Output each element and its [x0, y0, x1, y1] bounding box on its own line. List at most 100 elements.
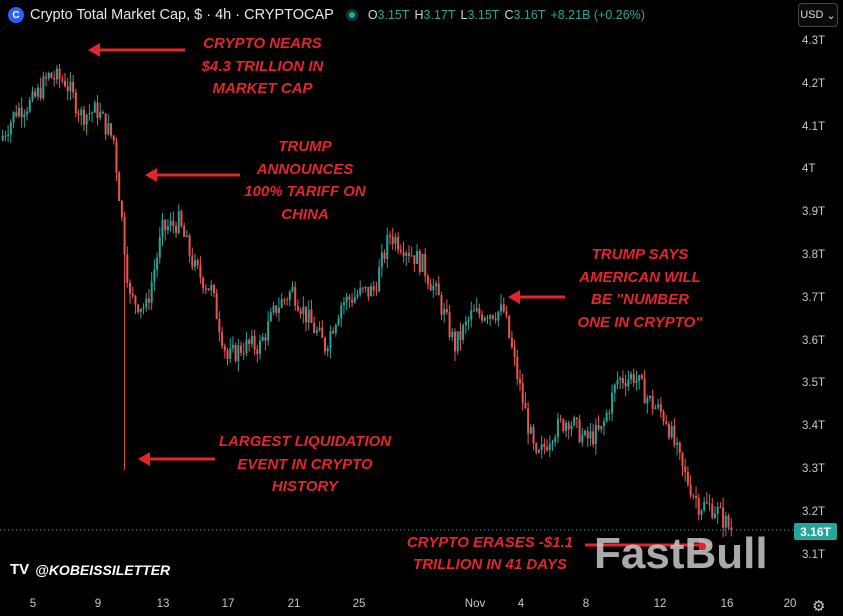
candle-body — [489, 315, 492, 319]
x-tick-label: 17 — [221, 598, 235, 610]
candle-body — [383, 252, 386, 259]
candle-body — [250, 336, 253, 345]
candle-body — [210, 285, 213, 291]
candle-body — [586, 431, 589, 439]
candle-body — [649, 396, 651, 398]
candle-body — [1, 135, 4, 141]
candle-body — [391, 236, 394, 244]
candle-body — [516, 356, 519, 379]
candle-body — [705, 502, 708, 504]
candle-body — [234, 344, 237, 362]
candle-body — [85, 114, 88, 125]
candle-body — [188, 235, 191, 256]
candle-body — [440, 295, 443, 315]
candle-body — [435, 283, 438, 287]
credit-handle: @KOBEISSILETTER — [35, 561, 171, 578]
candle-body — [359, 287, 362, 295]
candle-body — [719, 507, 722, 509]
candle-body — [621, 377, 624, 384]
candle-body — [307, 309, 310, 323]
annotation-near-4-3t: CRYPTO NEARS $4.3 TRILLION IN MARKET CAP — [201, 35, 324, 97]
candle-body — [245, 339, 248, 354]
annotation-tariff: TRUMP ANNOUNCES 100% TARIFF ON CHINA — [244, 138, 366, 223]
candle-body — [486, 317, 489, 319]
candle-body — [229, 348, 232, 359]
candle-body — [500, 304, 503, 312]
arrow-number-one-head — [508, 290, 520, 304]
candle-body — [77, 113, 80, 116]
candle-body — [12, 112, 15, 123]
y-tick-label: 3.5T — [802, 377, 826, 390]
candle-body — [416, 250, 419, 264]
candle-body — [134, 295, 137, 305]
candle-body — [367, 286, 370, 297]
candle-body — [342, 302, 345, 305]
candle-body — [310, 309, 313, 323]
candle-body — [654, 407, 657, 409]
candle-body — [66, 86, 69, 92]
candle-body — [407, 252, 410, 256]
candle-body — [275, 305, 278, 313]
candle-body — [716, 507, 719, 514]
candle-body — [521, 383, 524, 404]
candle-body — [510, 337, 513, 348]
candle-body — [456, 331, 459, 352]
candle-body — [315, 330, 318, 333]
candle-body — [351, 299, 354, 303]
candle-body — [722, 507, 725, 528]
candle-body — [502, 304, 505, 312]
candle-body — [175, 225, 178, 233]
candle-body — [686, 471, 689, 485]
candle-body — [280, 299, 283, 308]
candle-body — [535, 443, 538, 453]
candle-body — [302, 306, 305, 315]
candle-body — [337, 318, 340, 325]
candle-body — [199, 265, 202, 278]
candle-body — [548, 444, 551, 451]
candle-body — [259, 340, 261, 354]
candle-body — [345, 296, 348, 303]
gear-icon[interactable]: ⚙ — [812, 598, 826, 615]
candle-body — [619, 377, 622, 381]
x-tick-label: 4 — [517, 598, 525, 610]
candle-body — [329, 330, 332, 349]
candle-body — [681, 452, 684, 467]
candle-body — [4, 135, 7, 137]
candle-body — [334, 324, 337, 334]
x-tick-label: 20 — [783, 598, 797, 610]
x-tick-label: 5 — [29, 598, 37, 610]
tradingview-logo-icon: TV — [10, 561, 30, 578]
x-tick-label: 25 — [352, 598, 366, 610]
candle-body — [640, 375, 643, 379]
market-status-icon — [345, 9, 358, 21]
candle-body — [684, 466, 687, 472]
candle-body — [491, 315, 494, 319]
annotation-number-one: TRUMP SAYS AMERICAN WILL BE "NUMBER ONE IN … — [577, 246, 703, 331]
candle-body — [269, 312, 272, 322]
candle-body — [356, 294, 359, 297]
candle-body — [727, 515, 730, 528]
y-tick-label: 4.1T — [802, 120, 826, 133]
candle-body — [202, 277, 205, 289]
candle-body — [58, 68, 61, 80]
candle-body — [286, 299, 289, 301]
candle-body — [524, 403, 527, 409]
candle-body — [156, 257, 159, 270]
candle-body — [372, 286, 375, 291]
candle-body — [505, 311, 508, 316]
x-tick-label: 12 — [653, 598, 667, 610]
currency-select[interactable]: USD ⌄ — [798, 3, 838, 27]
symbol-title[interactable]: Crypto Total Market Cap, $ · 4h · CRYPTO… — [30, 7, 334, 23]
candle-body — [421, 253, 424, 273]
candle-body — [708, 503, 711, 505]
candle-body — [616, 380, 619, 385]
x-tick-label: 9 — [94, 598, 102, 610]
candle-body — [627, 379, 630, 387]
candle-body — [529, 426, 532, 434]
open-value: O3.15T — [367, 8, 410, 22]
candle-body — [169, 220, 172, 227]
candle-body — [445, 308, 448, 313]
candle-body — [605, 412, 608, 422]
chart-header: C Crypto Total Market Cap, $ · 4h · CRYP… — [8, 5, 645, 25]
